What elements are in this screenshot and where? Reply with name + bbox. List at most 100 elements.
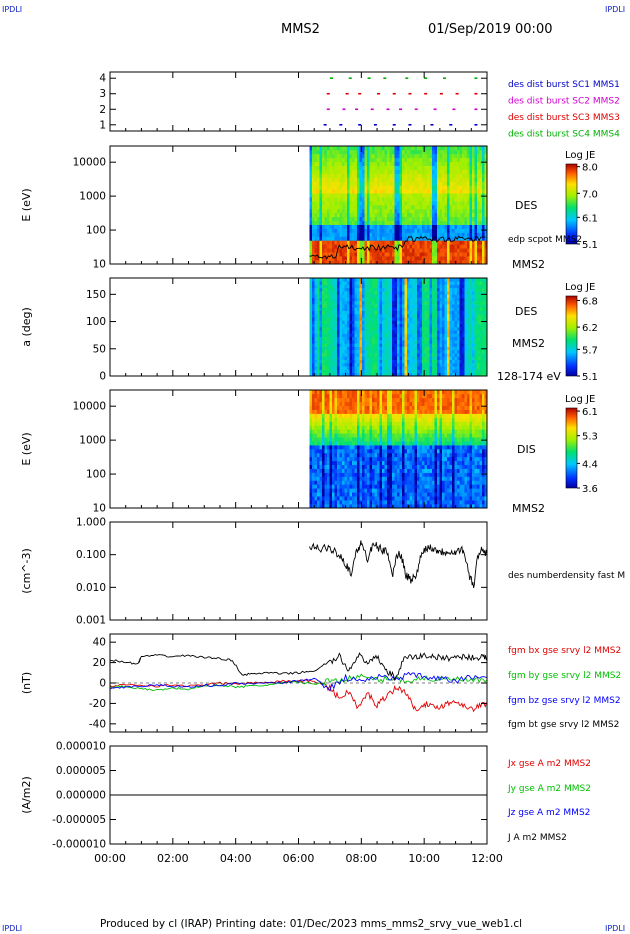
heatmap-cell <box>311 313 315 318</box>
heatmap-cell <box>341 297 345 302</box>
heatmap-cell <box>404 173 408 178</box>
heatmap-cell <box>334 208 338 214</box>
heatmap-cell <box>409 208 413 214</box>
heatmap-cell <box>394 362 398 367</box>
heatmap-cell <box>336 320 340 325</box>
heatmap-cell <box>319 472 323 477</box>
heatmap-cell <box>309 353 313 357</box>
heatmap-cell <box>396 366 400 370</box>
heatmap-cell <box>431 248 435 253</box>
heatmap-cell <box>476 362 480 367</box>
heatmap-cell <box>484 340 488 344</box>
heatmap-cell <box>316 349 320 354</box>
heatmap-cell <box>404 362 408 367</box>
heatmap-cell <box>324 496 328 501</box>
heatmap-cell <box>444 284 448 289</box>
heatmap-cell <box>329 284 333 289</box>
heatmap-cell <box>396 278 400 282</box>
heatmap-cell <box>446 224 450 229</box>
heatmap-cell <box>344 336 348 341</box>
heatmap-cell <box>394 149 398 155</box>
heatmap-cell <box>364 433 368 438</box>
heatmap-cell <box>339 161 343 166</box>
heatmap-cell <box>411 340 415 344</box>
heatmap-cell <box>376 340 380 344</box>
heatmap-cell <box>459 313 463 318</box>
heatmap-cell <box>349 343 353 347</box>
heatmap-cell <box>324 433 328 438</box>
heatmap-cell <box>374 327 378 331</box>
heatmap-cell <box>341 173 345 178</box>
heatmap-cell <box>389 287 393 292</box>
heatmap-cell <box>469 317 473 321</box>
heatmap-cell <box>471 313 475 318</box>
heatmap-cell <box>309 294 313 298</box>
heatmap-cell <box>404 372 408 377</box>
heatmap-cell <box>419 248 423 253</box>
heatmap-cell <box>354 333 358 338</box>
heatmap-cell <box>319 173 323 178</box>
heatmap-cell <box>441 278 445 282</box>
heatmap-cell <box>441 356 445 360</box>
heatmap-cell <box>429 359 433 364</box>
heatmap-cell <box>336 464 340 469</box>
heatmap-cell <box>384 244 388 249</box>
heatmap-cell <box>356 369 360 374</box>
heatmap-cell <box>446 313 450 318</box>
heatmap-cell <box>376 197 380 202</box>
heatmap-cell <box>326 496 330 501</box>
heatmap-cell <box>326 452 330 458</box>
heatmap-cell <box>349 153 353 159</box>
heatmap-cell <box>394 216 398 222</box>
heatmap-cell <box>336 149 340 155</box>
heatmap-cell <box>399 281 403 285</box>
heatmap-cell <box>364 393 368 399</box>
heatmap-cell <box>389 260 393 265</box>
heatmap-cell <box>396 336 400 341</box>
heatmap-cell <box>386 362 390 367</box>
heatmap-cell <box>336 340 340 344</box>
heatmap-cell <box>346 205 350 210</box>
heatmap-cell <box>331 320 335 325</box>
heatmap-cell <box>311 320 315 325</box>
heatmap-cell <box>321 185 325 190</box>
heatmap-cell <box>481 252 485 257</box>
heatmap-cell <box>341 343 345 347</box>
heatmap-cell <box>386 232 390 237</box>
heatmap-cell <box>336 193 340 198</box>
heatmap-cell <box>419 185 423 190</box>
heatmap-cell <box>364 201 368 206</box>
heatmap-cell <box>476 216 480 222</box>
heatmap-cell <box>371 362 375 367</box>
heatmap-cell <box>426 294 430 298</box>
heatmap-cell <box>419 327 423 331</box>
heatmap-cell <box>341 216 345 222</box>
heatmap-cell <box>401 244 405 249</box>
heatmap-cell <box>441 157 445 163</box>
heatmap-cell <box>464 193 468 198</box>
heatmap-cell <box>386 287 390 292</box>
heatmap-cell <box>481 323 485 328</box>
heatmap-cell <box>429 330 433 334</box>
heatmap-cell <box>369 212 373 218</box>
heatmap-cell <box>444 323 448 328</box>
heatmap-cell <box>334 212 338 218</box>
heatmap-cell <box>479 149 483 155</box>
heatmap-cell <box>324 323 328 328</box>
heatmap-cell <box>456 157 460 163</box>
heatmap-cell <box>476 173 480 178</box>
heatmap-cell <box>469 165 473 170</box>
heatmap-cell <box>326 336 330 341</box>
heatmap-cell <box>466 177 470 182</box>
heatmap-cell <box>454 212 458 218</box>
heatmap-cell <box>406 353 410 357</box>
heatmap-cell <box>454 240 458 245</box>
heatmap-cell <box>374 201 378 206</box>
heatmap-cell <box>479 260 483 265</box>
heatmap-cell <box>386 294 390 298</box>
heatmap-cell <box>341 330 345 334</box>
heatmap-cell <box>354 327 358 331</box>
heatmap-cell <box>324 181 328 186</box>
heatmap-cell <box>381 248 385 253</box>
heatmap-cell <box>396 169 400 174</box>
